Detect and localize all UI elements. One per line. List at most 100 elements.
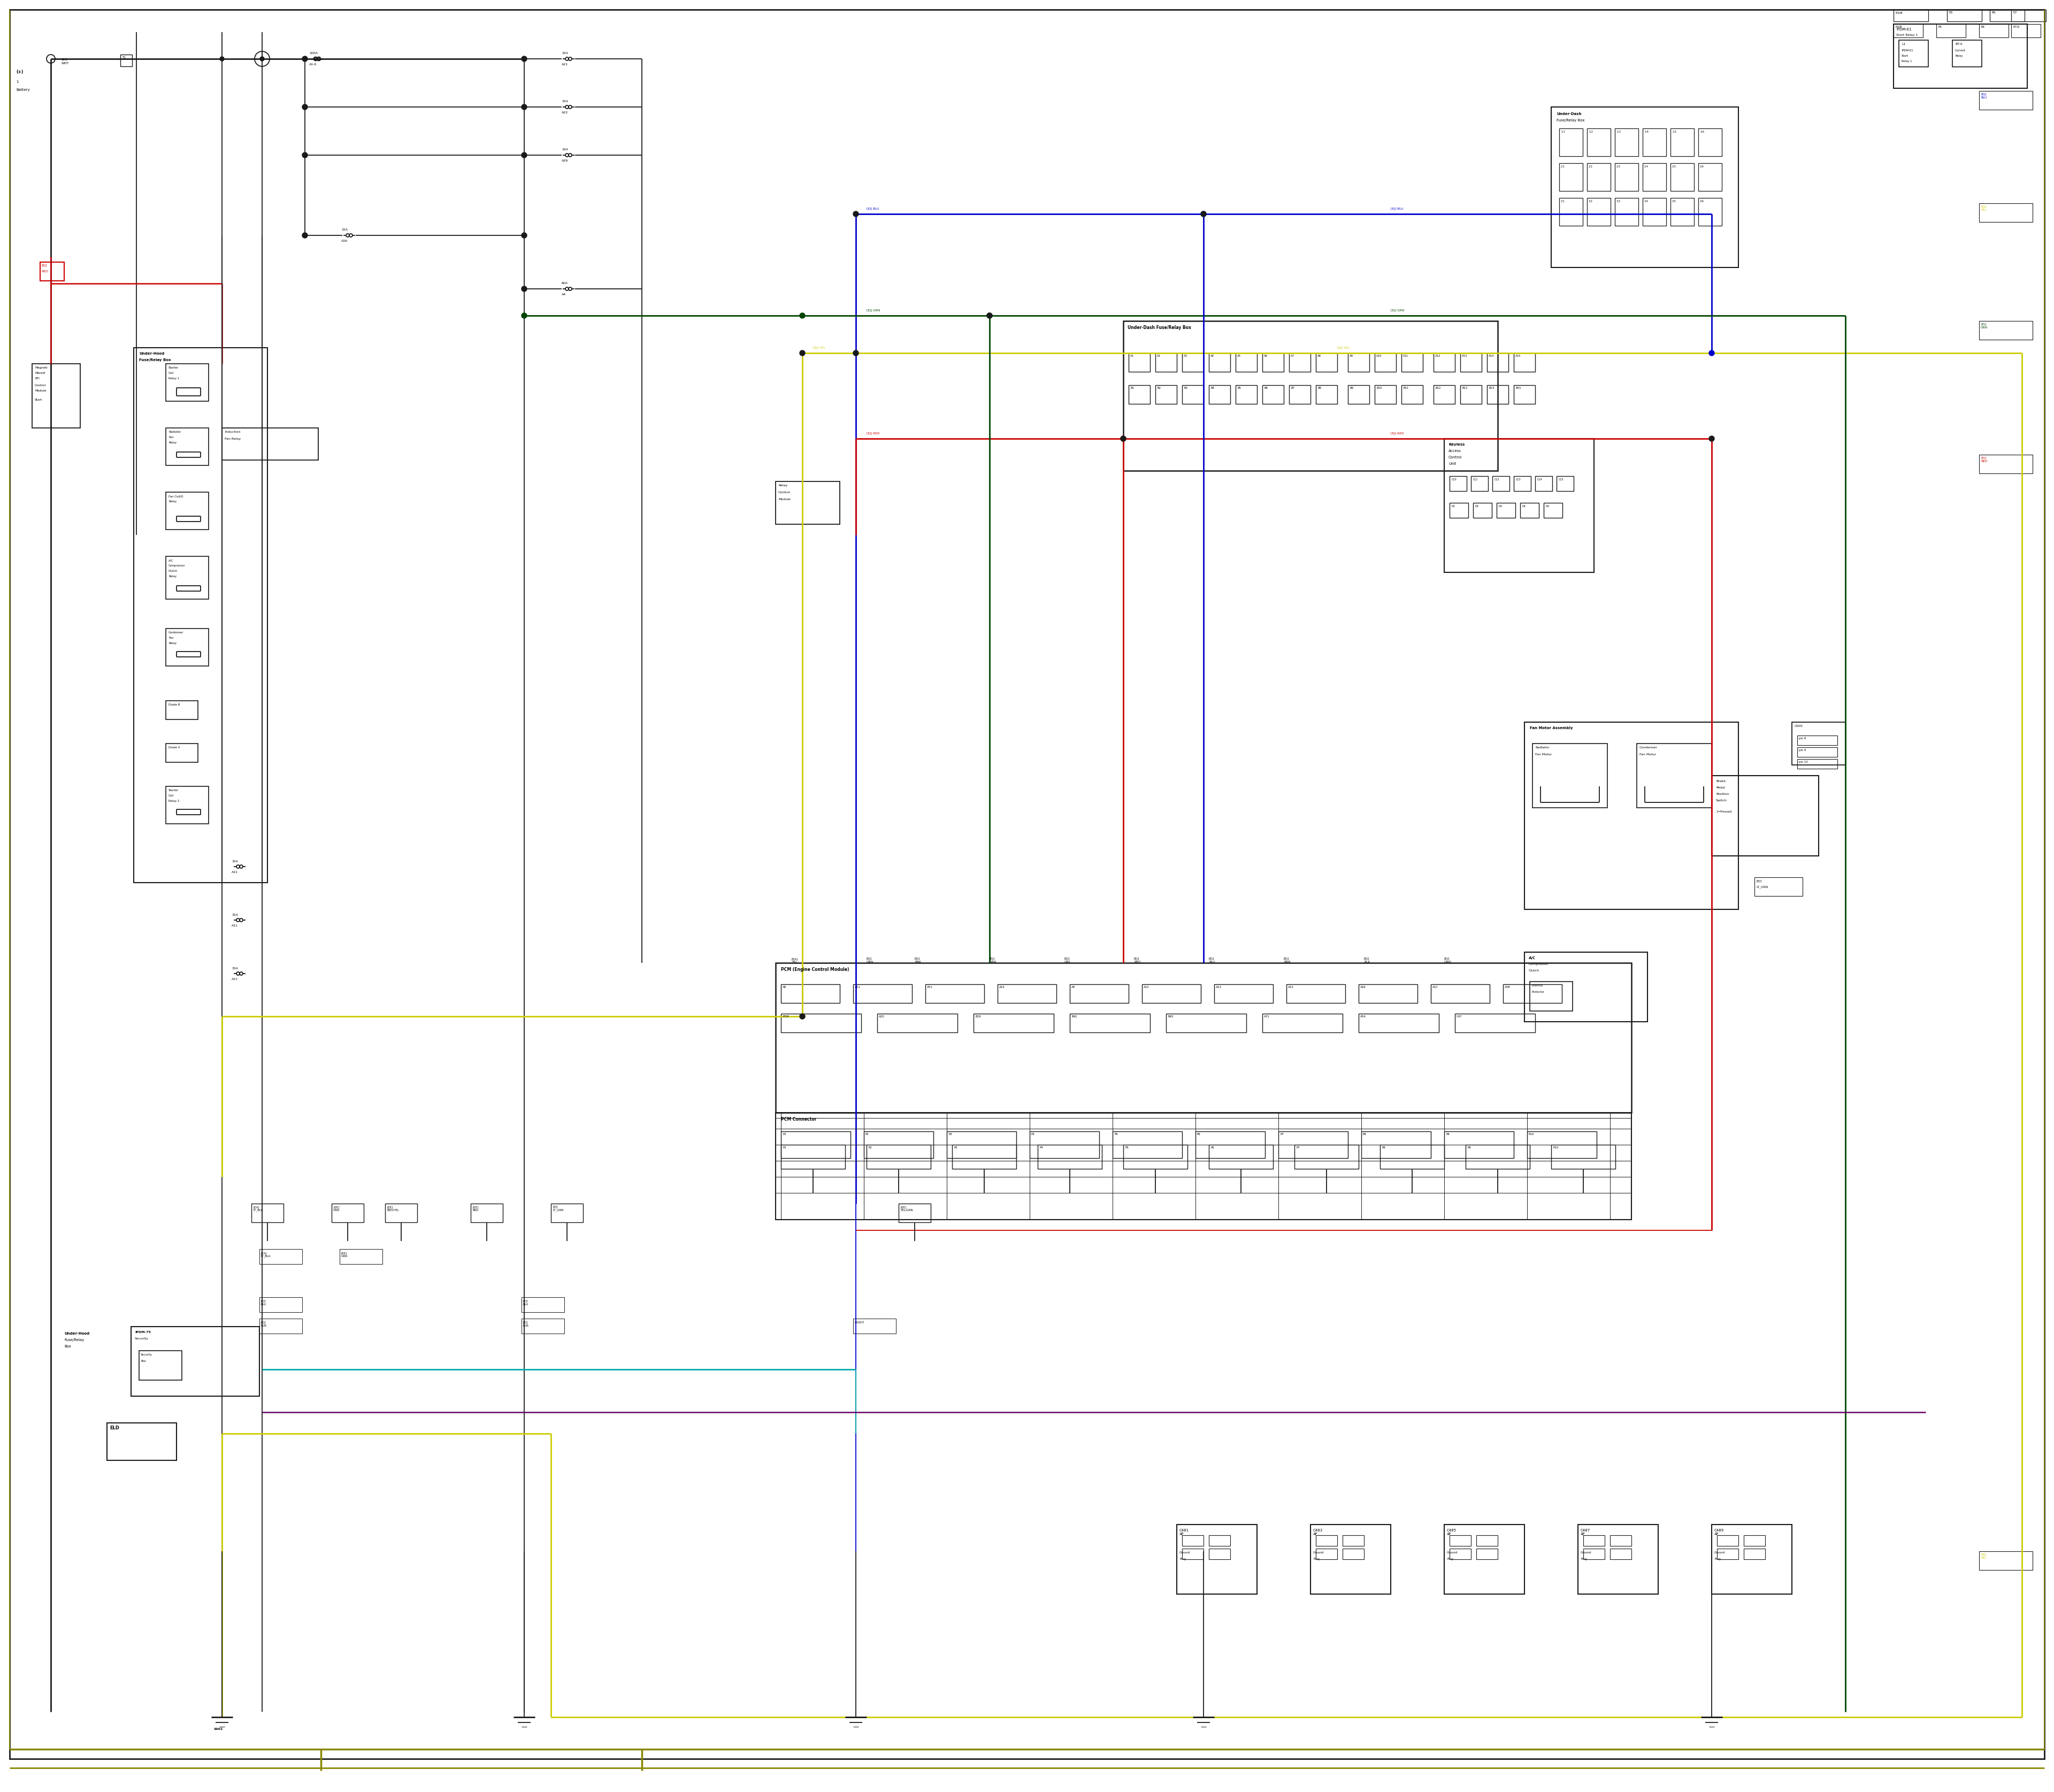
Bar [1195, 1131, 1265, 1158]
Bar [1210, 1145, 1273, 1168]
Text: C47: C47 [1456, 1016, 1462, 1018]
Bar [1183, 1548, 1204, 1559]
Text: [EJ]
RED: [EJ] RED [1134, 957, 1140, 964]
Bar [1450, 1548, 1471, 1559]
Bar [1374, 353, 1397, 371]
Text: C12: C12 [1495, 478, 1499, 480]
Bar [1037, 1145, 1101, 1168]
Text: Compressor: Compressor [168, 564, 185, 566]
Circle shape [852, 211, 859, 217]
Text: Relay 2: Relay 2 [168, 799, 179, 803]
Bar [1263, 385, 1284, 403]
Bar [1980, 1552, 2033, 1570]
Bar [1643, 129, 1666, 156]
Text: A/C: A/C [168, 559, 173, 561]
Text: 1=Pressed: 1=Pressed [1715, 810, 1732, 814]
Bar [1717, 1536, 1738, 1546]
Text: Fan Coil/D: Fan Coil/D [168, 495, 183, 498]
Text: Starter: Starter [168, 788, 179, 792]
Circle shape [522, 57, 526, 61]
Bar [1894, 9, 1929, 22]
Text: Marelli: Marelli [35, 371, 45, 375]
Text: Plug: Plug [1715, 1557, 1721, 1561]
Text: 2:4: 2:4 [1645, 165, 1649, 168]
Text: B45: B45 [1167, 1016, 1173, 1018]
Bar [1588, 129, 1610, 156]
Text: A/C: A/C [1528, 957, 1536, 961]
Text: [EJ] YEL: [EJ] YEL [1337, 346, 1349, 349]
Text: Thermal: Thermal [1532, 984, 1543, 987]
Bar [1980, 23, 2009, 38]
Text: Control: Control [778, 491, 791, 495]
Text: 15A: 15A [341, 228, 347, 231]
Text: [EJ] GRN: [EJ] GRN [1391, 310, 1405, 312]
Circle shape [522, 287, 526, 290]
Text: Fan: Fan [168, 636, 175, 640]
Bar [1524, 722, 1738, 909]
Bar [166, 744, 197, 762]
Bar [1532, 744, 1608, 808]
Text: B5: B5 [1237, 387, 1241, 389]
Circle shape [522, 152, 528, 158]
Text: [EJ] RED: [EJ] RED [867, 432, 879, 435]
Text: E6: E6 [1980, 25, 1984, 29]
Bar [259, 1249, 302, 1263]
Bar [1699, 129, 1721, 156]
Bar [953, 1145, 1017, 1168]
Bar [776, 1113, 1631, 1220]
Bar [259, 1297, 302, 1312]
Text: Relay: Relay [1955, 54, 1964, 57]
Text: [EJ]
BRN: [EJ] BRN [1284, 957, 1290, 964]
Text: Relay: Relay [778, 484, 787, 487]
Text: [EJ]
LT_GRN: [EJ] LT_GRN [553, 1206, 563, 1211]
Text: A29: A29 [561, 159, 569, 161]
Text: P5: P5 [1113, 1133, 1117, 1136]
Bar [1183, 385, 1204, 403]
Bar [1317, 1548, 1337, 1559]
Text: B12: B12 [1436, 387, 1440, 389]
Bar [1380, 1145, 1444, 1168]
Text: Fan Motor Assembly: Fan Motor Assembly [1530, 726, 1573, 729]
Text: [EA]
LT_BLU: [EA] LT_BLU [261, 1253, 271, 1258]
Bar [1797, 735, 1838, 745]
Bar [1588, 163, 1610, 192]
Text: 1:3: 1:3 [1616, 131, 1621, 133]
Bar [1584, 1548, 1604, 1559]
Text: B19: B19 [976, 1016, 982, 1018]
Text: Control: Control [35, 383, 45, 387]
Bar [1124, 1145, 1187, 1168]
Text: A11: A11 [854, 986, 861, 989]
Text: 1:5: 1:5 [1672, 131, 1676, 133]
Text: A21: A21 [561, 63, 569, 66]
Bar [1434, 385, 1454, 403]
Text: D5: D5 [1547, 505, 1549, 507]
Bar [166, 493, 210, 530]
Text: A1-6: A1-6 [310, 63, 316, 66]
Text: B15: B15 [1516, 387, 1520, 389]
Bar [1263, 1014, 1343, 1032]
Bar [1584, 1536, 1604, 1546]
Bar [1524, 952, 1647, 1021]
Text: [EI]: [EI] [62, 57, 68, 61]
Circle shape [986, 314, 992, 319]
Text: P1: P1 [783, 1133, 787, 1136]
Text: IPDM-E1: IPDM-E1 [1896, 29, 1912, 30]
Text: [EE]
RED/YEL: [EE] RED/YEL [386, 1206, 398, 1211]
Text: P10: P10 [1553, 1147, 1559, 1149]
Text: C13: C13 [1516, 478, 1522, 480]
Circle shape [522, 314, 528, 319]
Bar [1142, 984, 1202, 1004]
Text: Access: Access [1448, 450, 1460, 453]
Text: C487
4P: C487 4P [1582, 1529, 1590, 1536]
Bar [1670, 197, 1695, 226]
Circle shape [1121, 435, 1126, 441]
Text: Ground: Ground [1313, 1552, 1325, 1554]
Text: 10A: 10A [561, 149, 569, 151]
Text: Condenser: Condenser [1639, 745, 1658, 749]
Circle shape [986, 314, 992, 319]
Text: B10: B10 [1376, 387, 1382, 389]
Text: Radiator: Radiator [1534, 745, 1549, 749]
Bar [1980, 455, 2033, 473]
Bar [1128, 385, 1150, 403]
Bar [1614, 197, 1639, 226]
